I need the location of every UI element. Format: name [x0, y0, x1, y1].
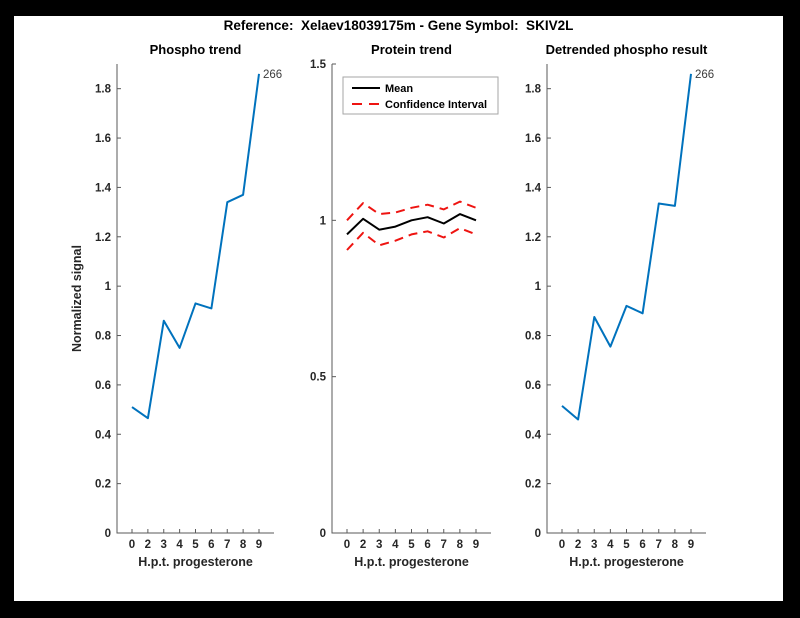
x-tick-label: 8: [240, 539, 247, 551]
y-tick-label: 0.6: [95, 380, 111, 392]
subplot-title: Detrended phospho result: [546, 42, 708, 57]
x-tick-label: 9: [688, 539, 694, 551]
x-tick-label: 0: [559, 539, 565, 551]
phospho-signal-line: [131, 73, 260, 420]
y-tick-label: 1.2: [525, 232, 541, 244]
x-tick-label: 5: [623, 539, 630, 551]
x-tick-label: 7: [656, 539, 662, 551]
x-tick-label: 0: [344, 539, 350, 551]
y-tick-label: 1: [105, 281, 112, 293]
x-tick-label: 5: [408, 539, 415, 551]
y-tick-label: 0.6: [525, 380, 541, 392]
x-tick-label: 2: [360, 539, 366, 551]
x-tick-label: 6: [424, 539, 430, 551]
subplot-detrended-phospho-result: 0 2 3 4 5 6 7 8 900.20.40.60.811.21.41.61.8Detre…: [525, 42, 714, 569]
y-tick-label: 1.6: [95, 133, 111, 145]
y-tick-label: 0: [320, 528, 326, 540]
charts-svg: 0 2 3 4 5 6 7 8 900.20.40.60.811.21.41.61.8Phosp…: [70, 42, 714, 569]
legend: Mean Confidence Interval: [342, 76, 499, 115]
y-tick-label: 0.2: [525, 479, 541, 491]
y-tick-label: 0: [105, 528, 111, 540]
confidence-interval-upper-line: [346, 200, 477, 221]
x-tick-label: 3: [161, 539, 167, 551]
x-axis-label: H.p.t. progesterone: [569, 555, 684, 569]
axes-spines: [331, 64, 491, 534]
series-end-label: 266: [263, 69, 282, 81]
y-tick-label: 1.4: [525, 182, 542, 194]
series-end-label: 266: [695, 69, 714, 81]
x-tick-label: 6: [639, 539, 645, 551]
x-tick-label: 8: [457, 539, 464, 551]
x-axis-label: H.p.t. progesterone: [138, 555, 253, 569]
x-tick-label: 5: [192, 539, 199, 551]
y-tick-label: 0.5: [310, 372, 327, 384]
y-tick-label: 0.4: [525, 429, 542, 441]
y-tick-label: 1.8: [95, 84, 112, 96]
figure-title: Reference: Xelaev18039175m - Gene Symbol…: [223, 18, 574, 33]
y-tick-label: 1.5: [310, 59, 327, 71]
y-axis-label: Normalized signal: [70, 245, 84, 352]
subplot-title: Phospho trend: [150, 42, 242, 57]
x-tick-label: 8: [672, 539, 679, 551]
legend-confidence-interval-label: Confidence Interval: [385, 99, 487, 111]
x-tick-label: 9: [473, 539, 479, 551]
confidence-interval-lower-line: [346, 227, 477, 251]
y-tick-label: 1.4: [95, 182, 112, 194]
x-tick-label: 9: [256, 539, 262, 551]
legend-mean-label: Mean: [385, 83, 413, 95]
x-tick-label: 7: [441, 539, 447, 551]
x-tick-label: 3: [376, 539, 382, 551]
x-tick-label: 2: [575, 539, 581, 551]
x-tick-label: 4: [176, 539, 183, 551]
mean-line: [346, 213, 477, 236]
y-tick-label: 1.2: [95, 232, 111, 244]
y-tick-label: 0.8: [95, 331, 112, 343]
y-tick-label: 0.2: [95, 479, 111, 491]
y-tick-label: 1.8: [525, 84, 542, 96]
y-tick-label: 1: [320, 215, 327, 227]
detrended-phospho-signal-line: [561, 73, 692, 421]
x-tick-label: 4: [607, 539, 614, 551]
y-tick-label: 1.6: [525, 133, 541, 145]
y-tick-label: 0.8: [525, 331, 542, 343]
y-tick-label: 1: [535, 281, 542, 293]
x-tick-label: 0: [129, 539, 135, 551]
y-tick-label: 0.4: [95, 429, 112, 441]
y-tick-label: 0: [535, 528, 541, 540]
x-tick-label: 6: [208, 539, 214, 551]
x-tick-label: 7: [224, 539, 230, 551]
legend-box: [342, 76, 499, 115]
x-tick-label: 3: [591, 539, 597, 551]
x-axis-label: H.p.t. progesterone: [354, 555, 469, 569]
x-tick-label: 2: [145, 539, 151, 551]
subplot-title: Protein trend: [371, 42, 452, 57]
x-tick-label: 4: [392, 539, 399, 551]
axes-spines: [546, 64, 706, 534]
figure-canvas: Reference: Xelaev18039175m - Gene Symbol…: [14, 16, 783, 601]
subplot-phospho-trend: 0 2 3 4 5 6 7 8 900.20.40.60.811.21.41.61.8Phosp…: [70, 42, 282, 569]
